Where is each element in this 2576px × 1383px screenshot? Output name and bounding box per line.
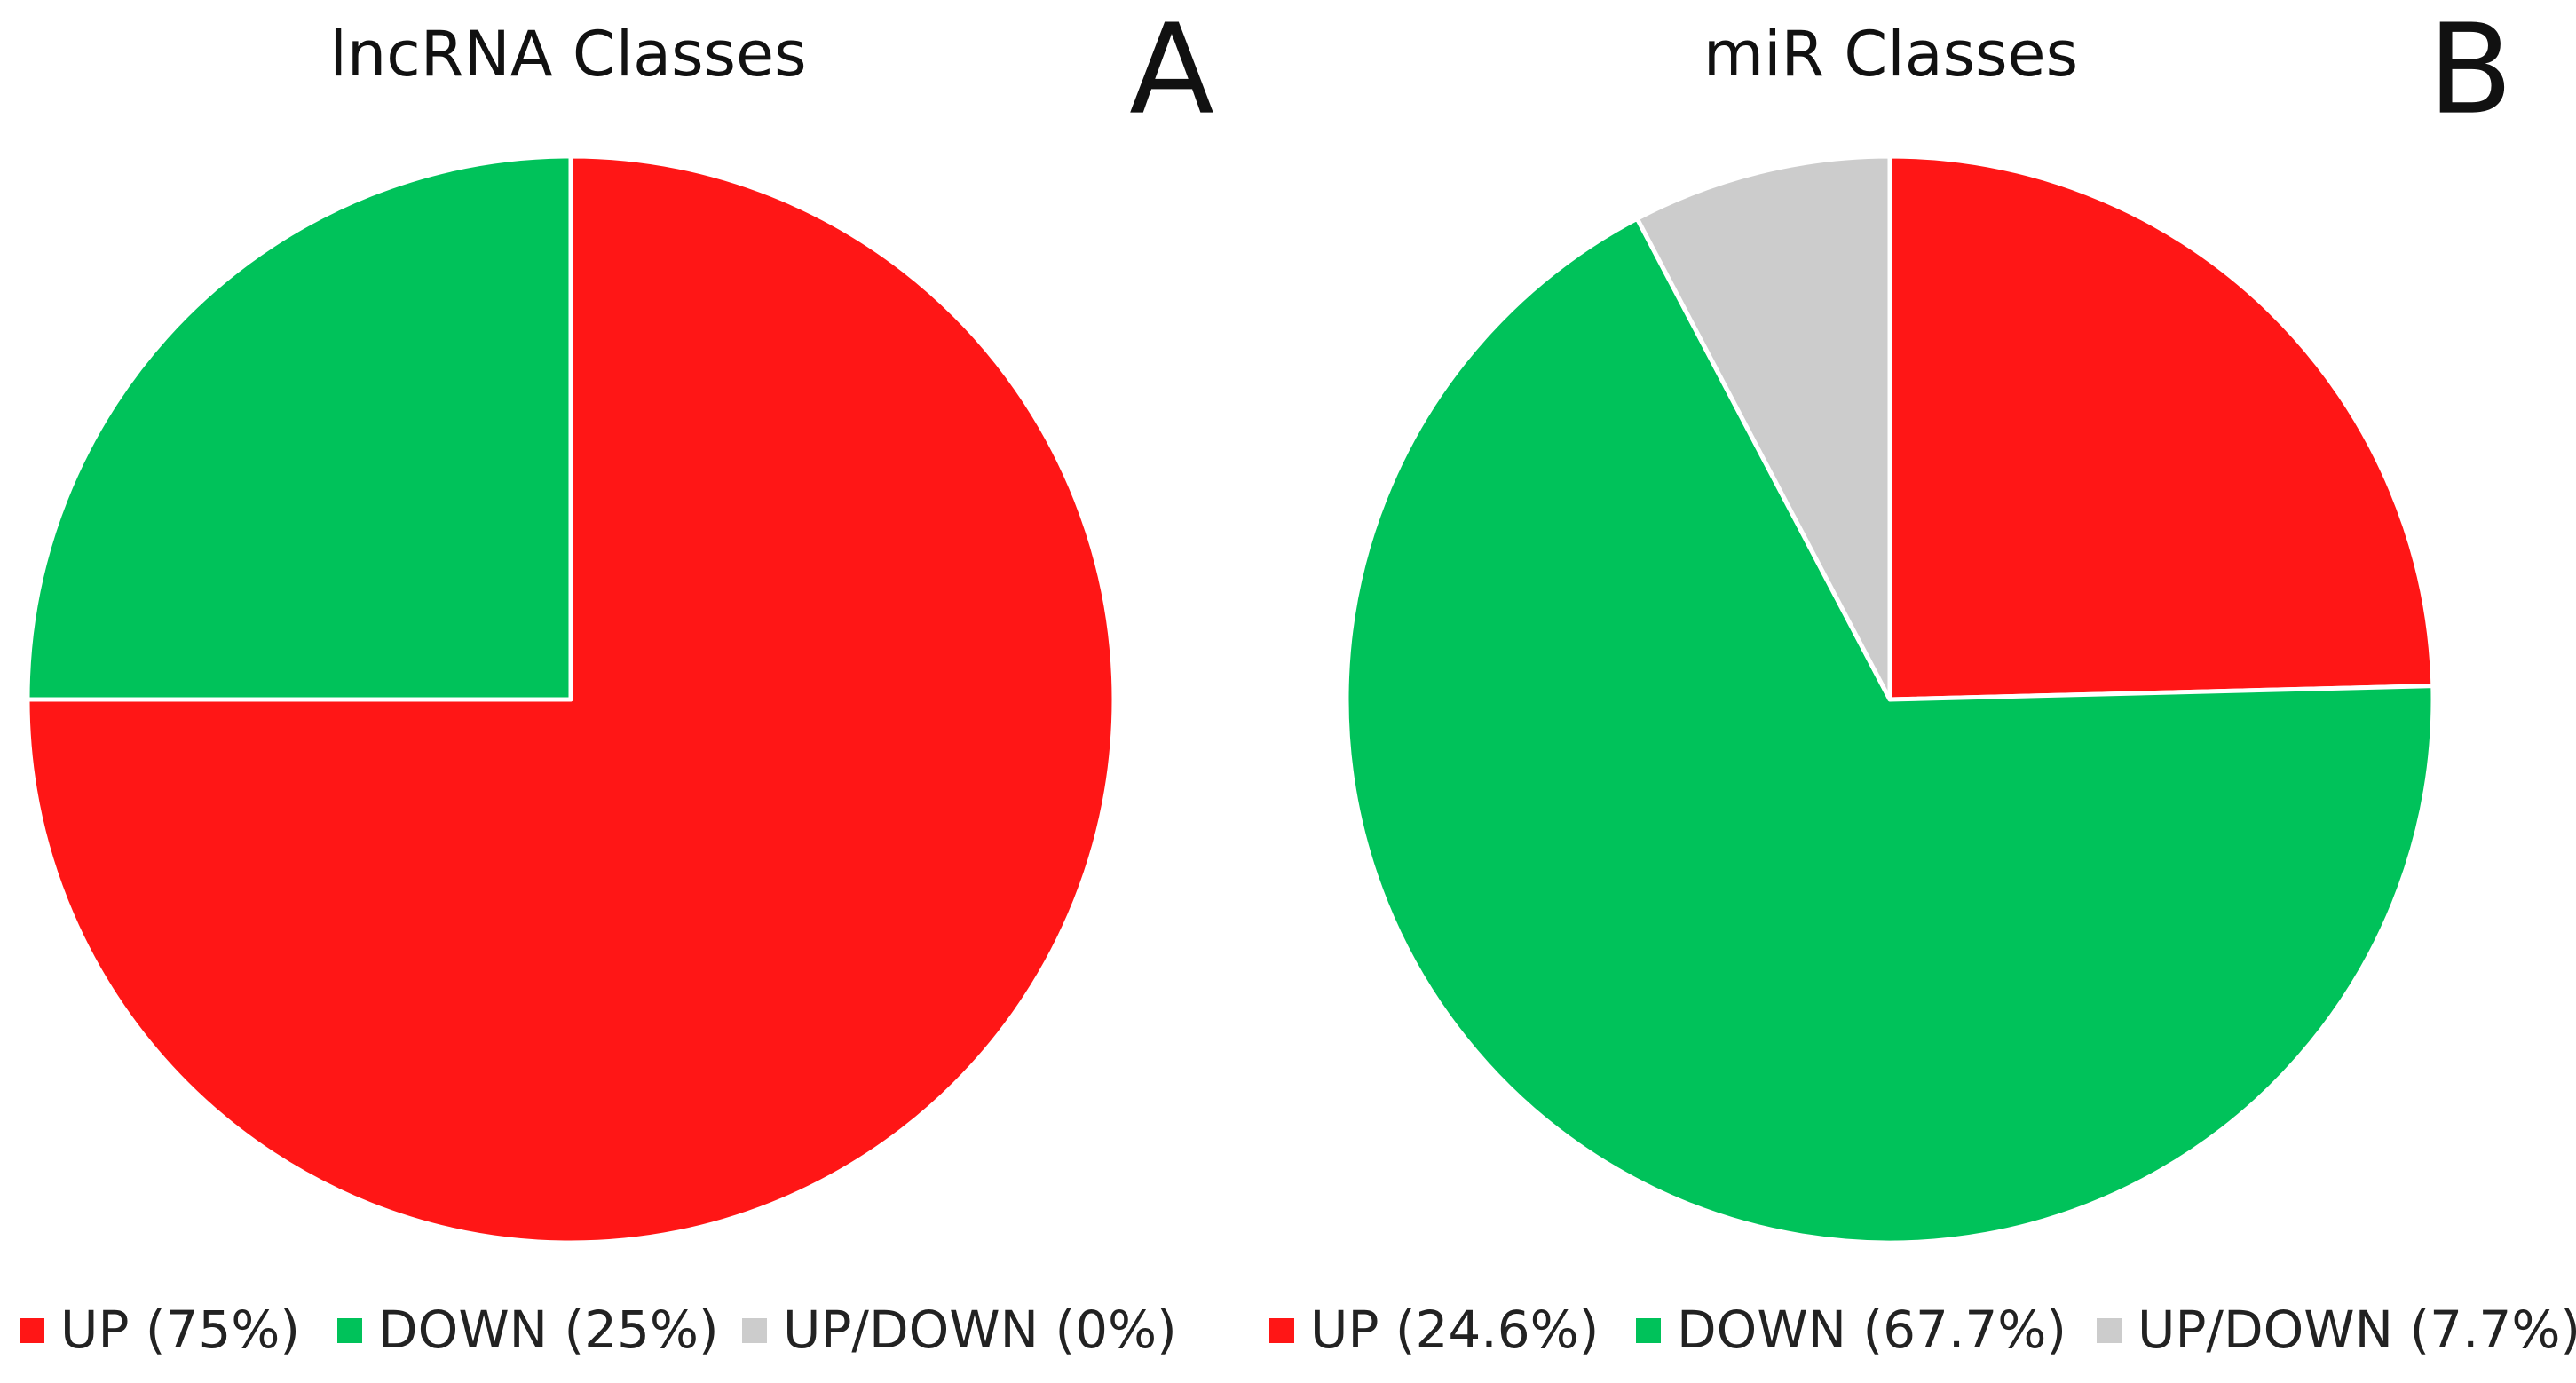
legend-swatch: [337, 1318, 362, 1343]
legend-swatch: [2097, 1318, 2122, 1343]
legend-label: UP/DOWN (7.7%): [2137, 1300, 2576, 1360]
pie-slice: [1634, 154, 1892, 702]
legend-label: DOWN (25%): [378, 1300, 719, 1360]
legend-swatch: [1269, 1318, 1294, 1343]
legend-label: DOWN (67.7%): [1677, 1300, 2066, 1360]
panel-label: B: [2428, 0, 2513, 143]
legend-label: UP/DOWN (0%): [783, 1300, 1177, 1360]
chart-title: lncRNA Classes: [329, 18, 806, 91]
legend-label: UP (75%): [60, 1300, 300, 1360]
pie-slice: [1344, 216, 2436, 1245]
pie-slice: [25, 154, 573, 702]
pie-slice: [1887, 154, 2436, 702]
chart-title: miR Classes: [1703, 18, 2078, 91]
pie-slice: [25, 154, 1117, 1245]
legend-swatch: [1636, 1318, 1661, 1343]
legend-swatch: [20, 1318, 44, 1343]
panel-label: A: [1129, 0, 1214, 143]
legend-swatch: [742, 1318, 767, 1343]
legend-label: UP (24.6%): [1310, 1300, 1599, 1360]
